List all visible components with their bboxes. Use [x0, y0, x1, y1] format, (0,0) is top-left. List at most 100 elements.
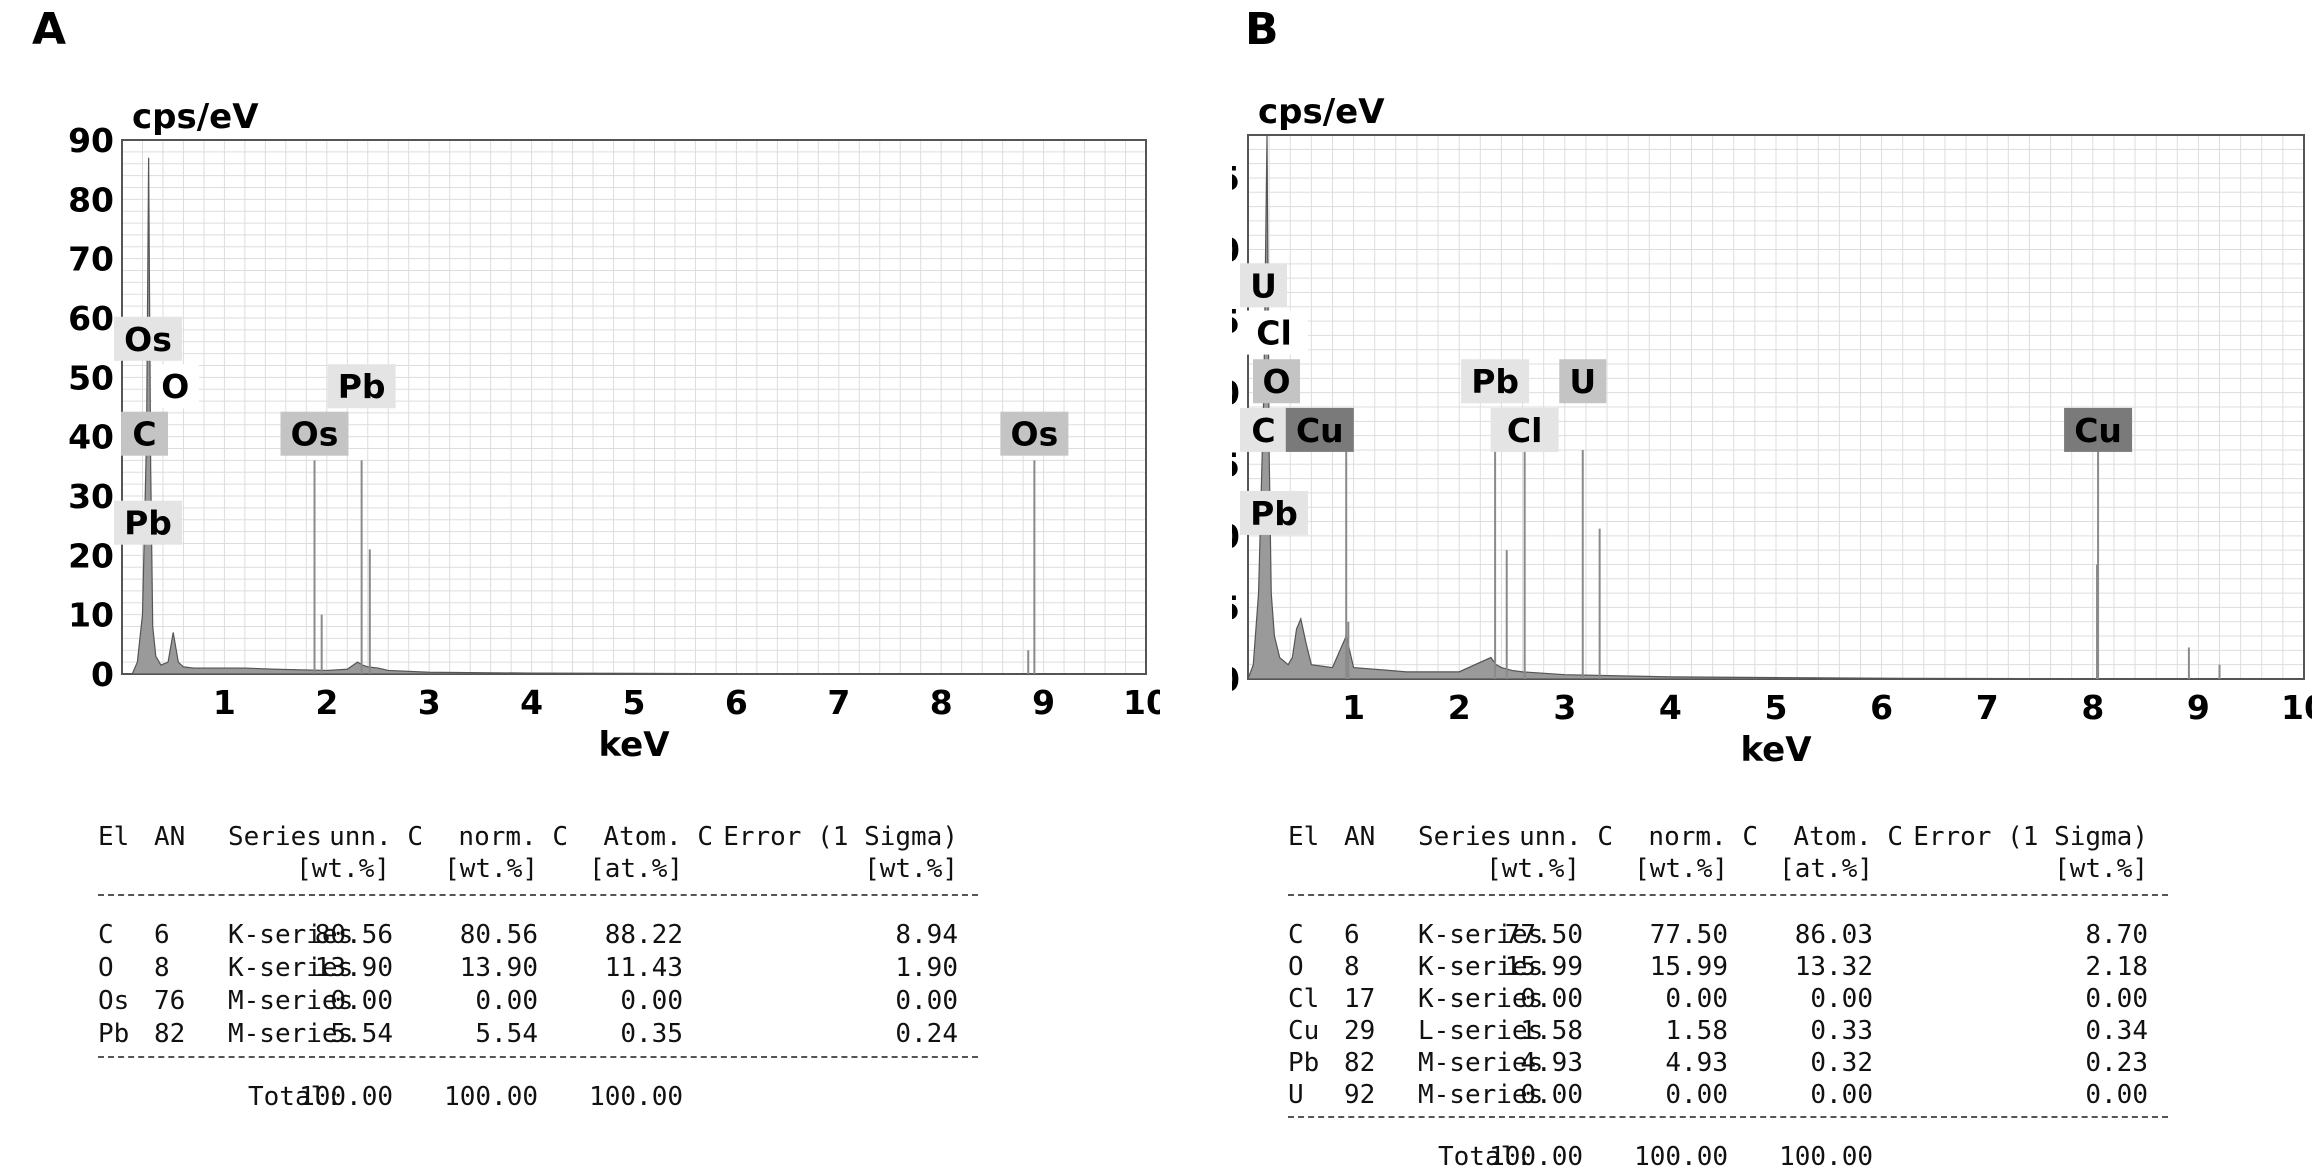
- spectrum-trace: [122, 157, 1147, 675]
- table-cell: 1.58: [1520, 1016, 1583, 1046]
- y-tick-label: 90: [68, 121, 114, 160]
- element-label-box: [1461, 359, 1530, 404]
- table-cell: M-series: [1418, 1048, 1544, 1078]
- table-total-value: 100.00: [1634, 1142, 1728, 1172]
- element-label-box: [151, 364, 199, 409]
- x-tick-label: 5: [623, 683, 646, 722]
- table-unit-cell: [wt.%]: [444, 854, 538, 884]
- table-total-value: 100.00: [1489, 1142, 1583, 1172]
- table-cell: 0.00: [895, 986, 958, 1016]
- table-cell: 15.99: [1649, 952, 1728, 982]
- table-header-cell: norm. C: [458, 822, 568, 852]
- table-cell: 0.00: [1520, 1080, 1583, 1110]
- element-label: Os: [114, 316, 182, 361]
- table-cell: O: [98, 953, 114, 983]
- table-cell: 1.90: [895, 953, 958, 983]
- element-label-box: [1000, 411, 1069, 456]
- table-cell: 86.03: [1794, 920, 1873, 950]
- table-cell: O: [1288, 952, 1304, 982]
- table-cell: Pb: [98, 1019, 130, 1049]
- eds-spectrum-chart-a: Os OC Pb Os Pb Os 0 10 20 30 40 50 60 70 80 90 1 2 3 4 5 6 7 8 9…: [68, 97, 1160, 765]
- element-label: Pb: [1240, 490, 1308, 535]
- table-cell: 80.56: [314, 920, 393, 950]
- table-cell: 77.50: [1504, 920, 1583, 950]
- table-cell: 8.94: [895, 920, 958, 950]
- x-tick-label: 1: [1342, 688, 1365, 727]
- table-cell: 8: [1344, 952, 1360, 982]
- x-tick-label: 8: [930, 683, 953, 722]
- element-label: U: [1240, 263, 1287, 308]
- element-label-text: Pb: [124, 504, 172, 543]
- table-cell: Os: [98, 986, 130, 1016]
- element-label-box: [1253, 359, 1301, 404]
- table-cell: K-series: [228, 920, 354, 950]
- element-label-text: Os: [291, 415, 339, 454]
- table-cell: 0.00: [2085, 1080, 2148, 1110]
- element-label-text: C: [132, 415, 156, 454]
- x-tick-label: 5: [1765, 688, 1788, 727]
- table-header-cell: AN: [154, 822, 186, 852]
- table-header-cell: El: [1288, 822, 1320, 852]
- x-tick-label: 4: [1659, 688, 1682, 727]
- element-label-box: [1240, 263, 1287, 308]
- table-cell: 0.35: [620, 1019, 683, 1049]
- element-label-box: [114, 500, 182, 545]
- table-header-cell: Error (1 Sigma): [723, 822, 958, 852]
- table-total-value: 100.00: [444, 1082, 538, 1112]
- element-label: Cl: [1240, 310, 1308, 355]
- y-tick-label: 30: [1232, 231, 1240, 270]
- table-header-cell: norm. C: [1648, 822, 1758, 852]
- x-tick-label: 7: [827, 683, 850, 722]
- element-label: O: [1253, 359, 1301, 404]
- table-cell: 1.58: [1665, 1016, 1728, 1046]
- table-cell: 0.00: [1810, 984, 1873, 1014]
- table-total-value: 100.00: [1779, 1142, 1873, 1172]
- table-cell: C: [98, 920, 114, 950]
- table-cell: 29: [1344, 1016, 1376, 1046]
- x-tick-label: 2: [315, 683, 338, 722]
- x-axis-label: keV: [598, 725, 670, 765]
- table-cell: 92: [1344, 1080, 1376, 1110]
- element-label-box: [121, 411, 169, 456]
- table-cell: 17: [1344, 984, 1376, 1014]
- x-tick-label: 4: [520, 683, 543, 722]
- element-label-text: O: [1262, 362, 1290, 401]
- table-header-cell: unn. C: [329, 822, 423, 852]
- table-cell: Pb: [1288, 1048, 1320, 1078]
- table-cell: K-series: [1418, 920, 1544, 950]
- element-label: Cl: [1490, 407, 1559, 452]
- element-label-text: Cl: [1256, 314, 1292, 353]
- table-cell: 0.32: [1810, 1048, 1873, 1078]
- x-tick-label: 3: [418, 683, 441, 722]
- table-cell: 76: [154, 986, 186, 1016]
- x-tick-label: 10: [2281, 688, 2312, 727]
- element-label-box: [114, 316, 182, 361]
- x-tick-label: 9: [1032, 683, 1055, 722]
- element-label: Pb: [1461, 359, 1530, 404]
- table-cell: K-series: [228, 953, 354, 983]
- element-label: C: [1240, 407, 1287, 452]
- table-cell: 8.70: [2085, 920, 2148, 950]
- table-cell: U: [1288, 1080, 1304, 1110]
- element-label: O: [151, 364, 199, 409]
- element-label: C: [121, 411, 169, 456]
- element-label-box: [1285, 407, 1354, 452]
- table-cell: 0.00: [620, 986, 683, 1016]
- element-label-box: [1240, 407, 1287, 452]
- table-cell: 0.00: [2085, 984, 2148, 1014]
- element-label-text: Os: [1011, 415, 1059, 454]
- element-label-box: [1240, 310, 1308, 355]
- y-tick-label: 25: [1232, 302, 1240, 341]
- y-tick-label: 0: [1232, 660, 1240, 699]
- y-tick-label: 20: [1232, 374, 1240, 413]
- element-label-text: Cu: [2074, 411, 2122, 450]
- table-rule: [98, 1056, 978, 1058]
- table-cell: 80.56: [459, 920, 538, 950]
- table-cell: 82: [1344, 1048, 1376, 1078]
- x-axis-label: keV: [1740, 730, 1812, 770]
- table-total-label: Total:: [1438, 1142, 1532, 1172]
- x-tick-label: 7: [1976, 688, 1999, 727]
- table-cell: K-series: [1418, 952, 1544, 982]
- y-tick-label: 10: [1232, 517, 1240, 556]
- table-header-cell: Atom. C: [1793, 822, 1903, 852]
